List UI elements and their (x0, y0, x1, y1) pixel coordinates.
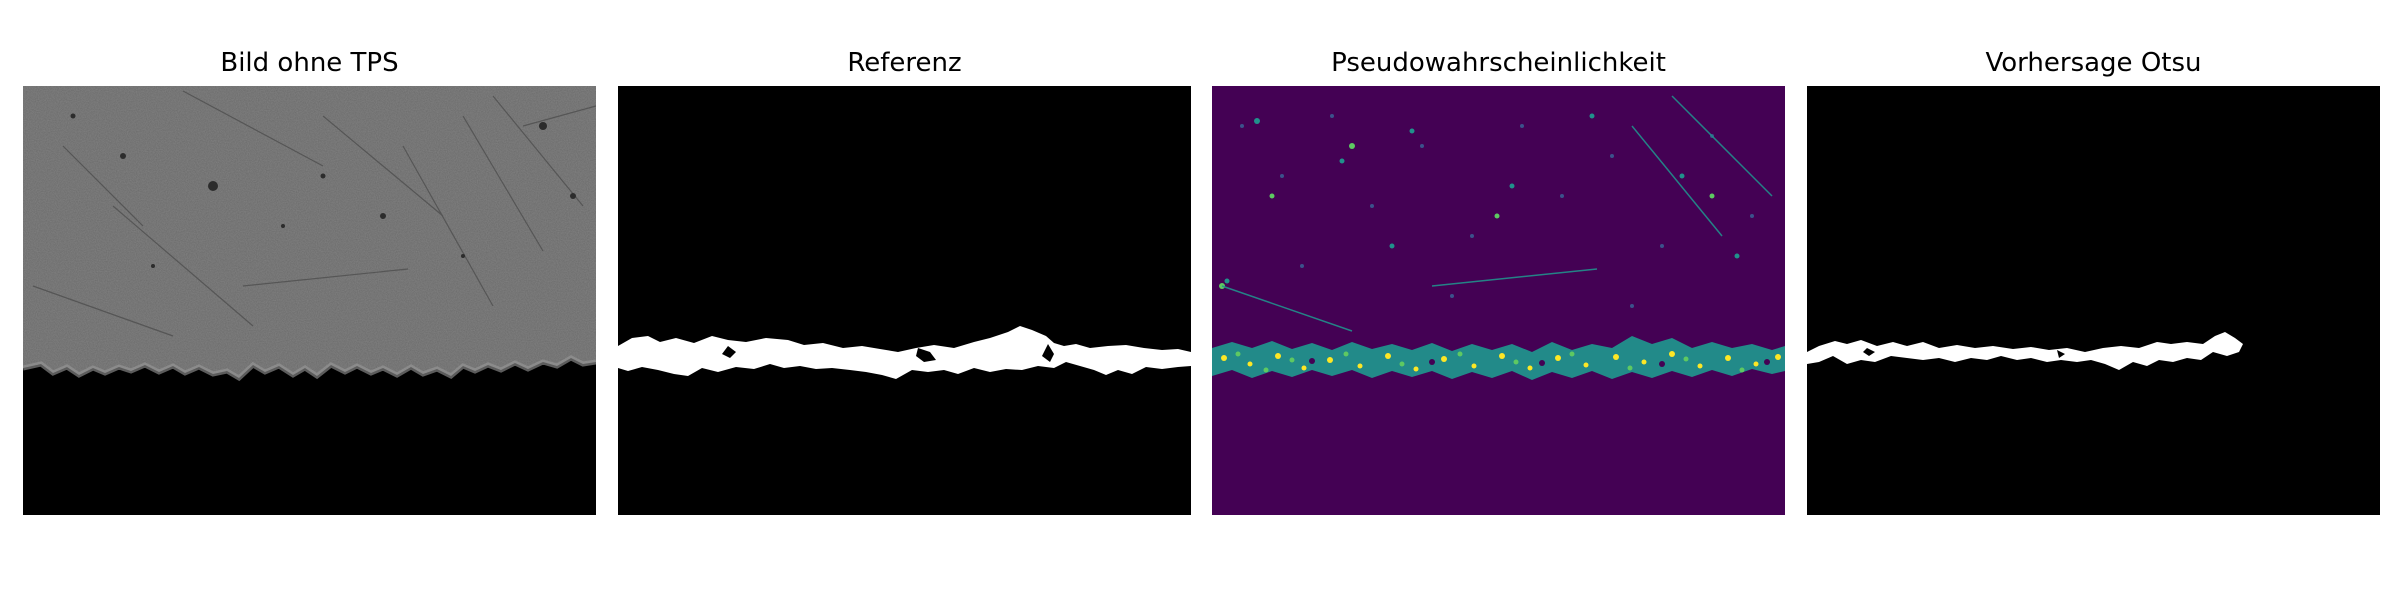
panel-title: Pseudowahrscheinlichkeit (1331, 48, 1666, 78)
micrograph-image (23, 86, 596, 515)
panel-reference: Referenz (618, 48, 1191, 515)
otsu-mask-image (1807, 86, 2380, 515)
panel-title: Referenz (847, 48, 962, 78)
panel-image-without-tps: Bild ohne TPS (23, 48, 596, 515)
reference-mask-svg (618, 86, 1191, 515)
panel-title: Bild ohne TPS (220, 48, 399, 78)
probability-map-image (1212, 86, 1785, 515)
otsu-mask-svg (1807, 86, 2380, 515)
panel-pseudo-probability: Pseudowahrscheinlichkeit (1212, 48, 1785, 515)
reference-mask-image (618, 86, 1191, 515)
micrograph-svg (23, 86, 596, 515)
otsu-band (1807, 332, 2243, 370)
probability-map-svg (1212, 86, 1785, 515)
panel-title: Vorhersage Otsu (1985, 48, 2202, 78)
panel-otsu-prediction: Vorhersage Otsu (1807, 48, 2380, 515)
reference-band (618, 326, 1191, 379)
